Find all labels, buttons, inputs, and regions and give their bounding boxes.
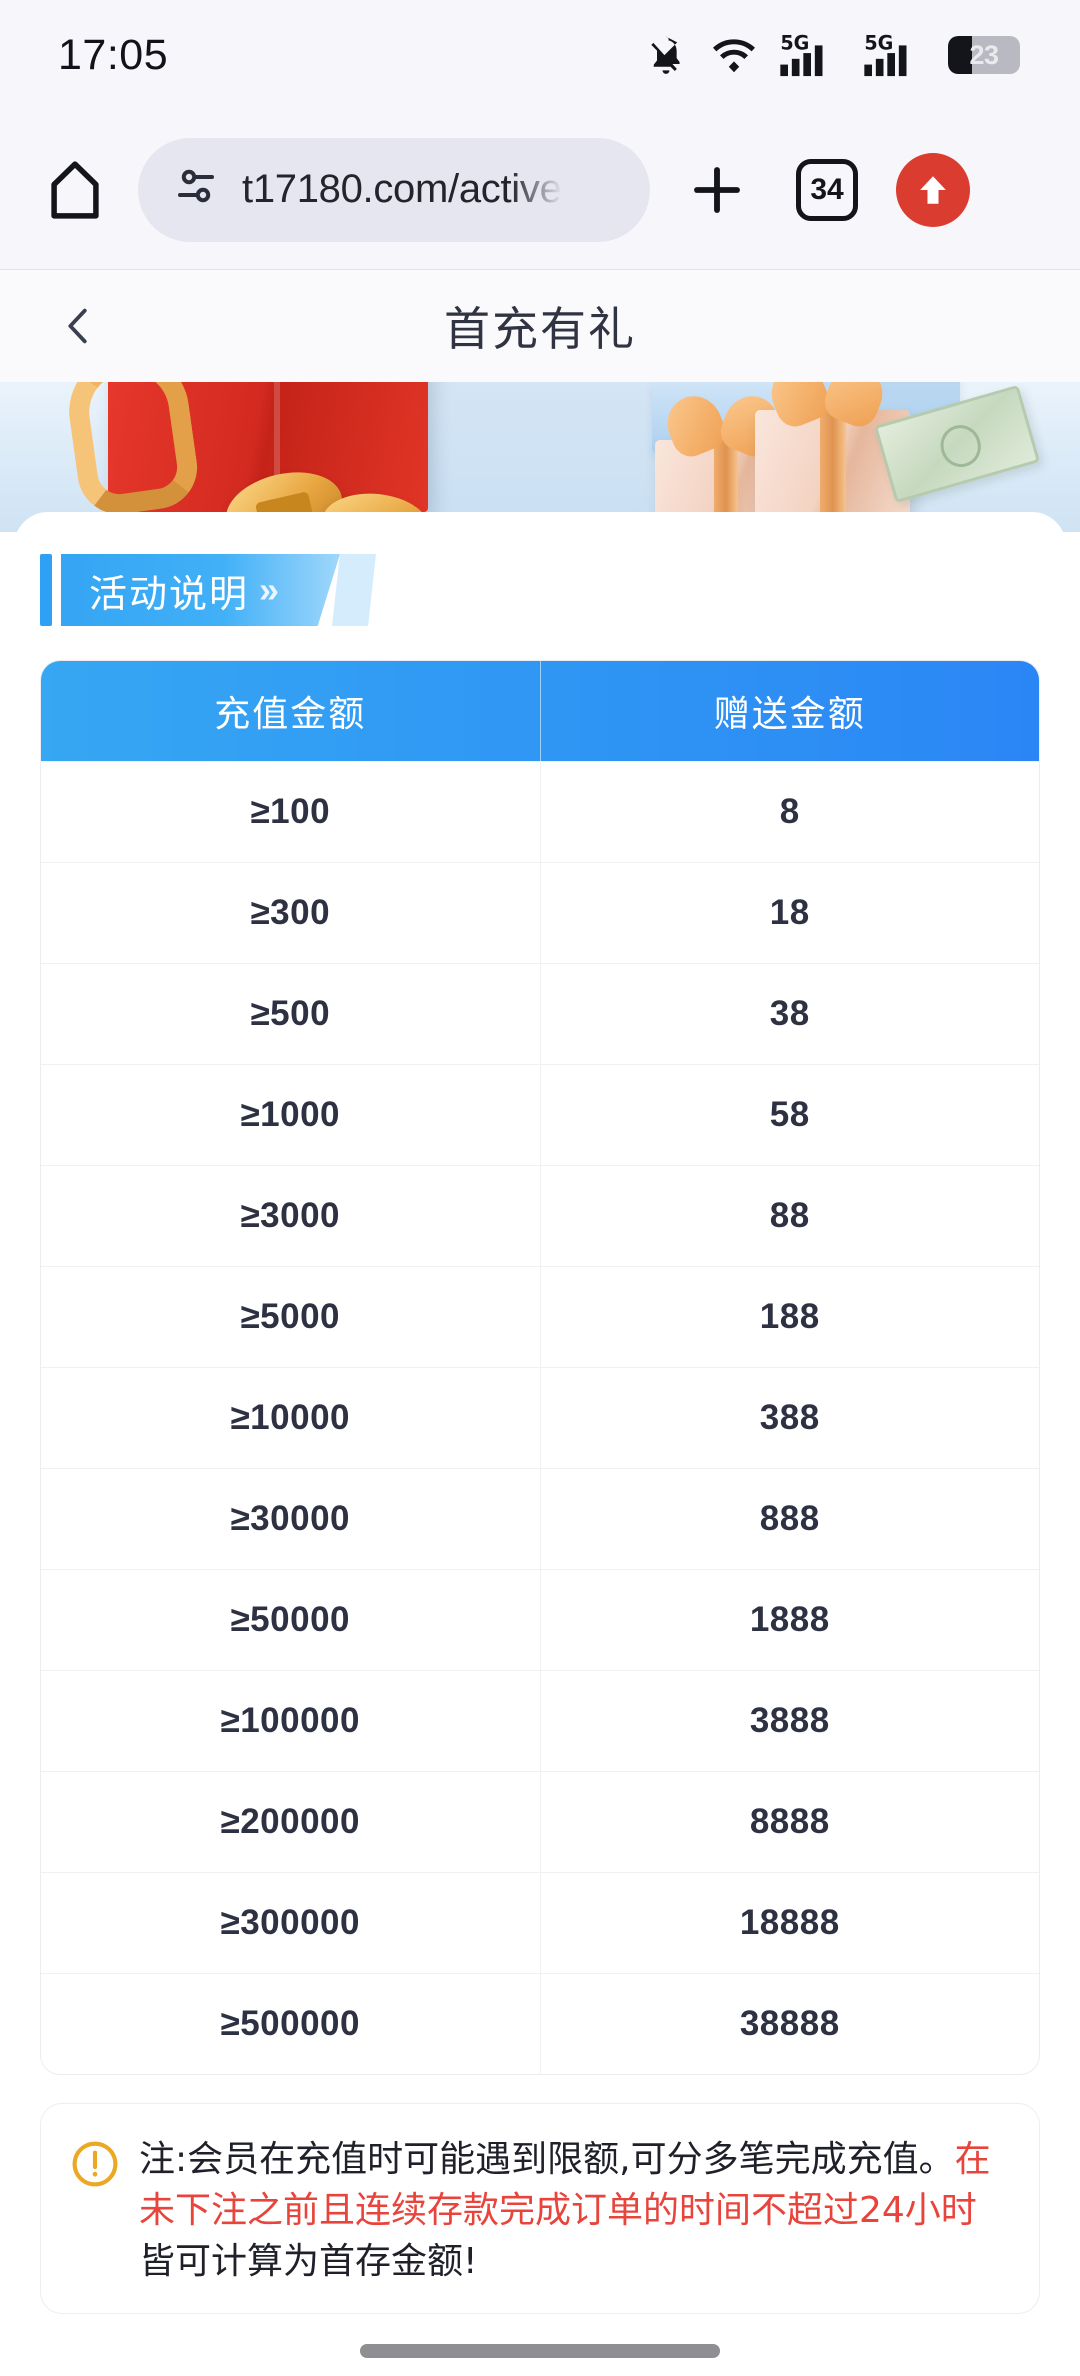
page-title: 首充有礼 [444,302,636,356]
table-row: ≥3000 88 [41,1165,1039,1266]
cell-deposit: ≥30000 [41,1469,541,1569]
table-row: ≥200000 8888 [41,1771,1039,1872]
cell-deposit: ≥5000 [41,1267,541,1367]
section-tag: 活动说明 » [40,554,376,626]
content-card: 活动说明 » 充值金额 赠送金额 ≥100 8 ≥300 18 ≥500 38 ≥10… [14,512,1066,2376]
signal-5g-icon: 5G [864,32,926,78]
table-header-row: 充值金额 赠送金额 [41,661,1039,761]
cell-bonus: 3888 [749,1701,830,1740]
table-header-deposit: 充值金额 [41,661,541,761]
cell-deposit: ≥300 [41,863,541,963]
table-row: ≥100 8 [41,761,1039,862]
cell-deposit: ≥10000 [41,1368,541,1468]
wifi-icon [710,33,758,77]
cell-bonus: 188 [759,1297,820,1336]
cell-bonus: 58 [769,1095,810,1134]
cell-bonus: 388 [759,1398,820,1437]
battery-icon: 23 [948,36,1020,74]
status-bar: 17:05 5G [0,0,1080,110]
table-row: ≥50000 1888 [41,1569,1039,1670]
home-button[interactable] [38,157,112,223]
promo-banner [0,382,1080,532]
cell-bonus: 8 [779,792,800,831]
cell-deposit: ≥100000 [41,1671,541,1771]
cell-deposit: ≥1000 [41,1065,541,1165]
site-settings-icon[interactable] [172,163,220,216]
chevron-left-icon [68,308,87,344]
section-tag-body: 活动说明 » [61,554,340,626]
table-row: ≥10000 388 [41,1367,1039,1468]
cell-bonus: 18 [769,893,810,932]
section-tag-tail [332,554,376,626]
table-row: ≥500 38 [41,963,1039,1064]
cell-deposit: ≥100 [41,762,541,862]
note-text: 注:会员在充值时可能遇到限额,可分多笔完成充值。在未下注之前且连续存款完成订单的… [139,2134,1011,2287]
cell-deposit: ≥500 [41,964,541,1064]
note-box: 注:会员在充值时可能遇到限额,可分多笔完成充值。在未下注之前且连续存款完成订单的… [40,2103,1040,2315]
double-chevron-right-icon: » [259,569,279,610]
cell-deposit: ≥200000 [41,1772,541,1872]
warning-circle-icon [69,2138,121,2190]
status-time: 17:05 [58,30,169,79]
note-line-1: 注:会员在充值时可能遇到限额,可分多笔完成充值。 [139,2139,955,2180]
tab-count[interactable]: 34 [796,158,858,221]
cell-deposit: ≥500000 [41,1974,541,2074]
table-header-bonus: 赠送金额 [713,694,866,735]
url-bar[interactable]: t17180.com/active [138,137,650,242]
tab-switcher-button[interactable]: 34 [784,158,870,221]
cell-bonus: 88 [769,1196,810,1235]
status-icons: 5G 5G 23 [644,32,1020,78]
signal-5g-icon: 5G [780,32,842,78]
cell-bonus: 38 [769,994,810,1033]
cell-deposit: ≥50000 [41,1570,541,1670]
table-row: ≥300000 18888 [41,1872,1039,1973]
back-button[interactable] [38,286,118,366]
cell-bonus: 1888 [749,1600,830,1639]
cell-bonus: 888 [759,1499,820,1538]
note-line-2: 皆可计算为首存金额! [139,2241,478,2283]
svg-text:5G: 5G [780,32,809,54]
svg-text:5G: 5G [864,32,893,54]
table-row: ≥300 18 [41,862,1039,963]
bell-muted-icon [644,33,688,77]
url-text[interactable]: t17180.com/active [242,167,562,211]
cell-bonus: 8888 [749,1802,830,1841]
new-tab-button[interactable] [676,158,758,222]
arrow-up-icon [920,175,946,204]
update-button[interactable] [896,152,970,227]
note-line-red: 在未下注之前且连续存款完成订单的时间不超过24小时 [139,2139,991,2232]
browser-toolbar: t17180.com/active 34 [0,110,1080,270]
table-row: ≥100000 3888 [41,1670,1039,1771]
battery-percent: 23 [969,39,999,70]
cell-bonus: 38888 [739,2004,840,2043]
section-tag-bar [40,554,52,626]
page-content: 活动说明 » 充值金额 赠送金额 ≥100 8 ≥300 18 ≥500 38 ≥10… [0,382,1080,2376]
banner-ribbon [61,382,203,520]
table-row: ≥5000 188 [41,1266,1039,1367]
table-row: ≥1000 58 [41,1064,1039,1165]
cell-deposit: ≥3000 [41,1166,541,1266]
cell-bonus: 18888 [739,1903,840,1942]
section-tag-label: 活动说明 [89,571,250,616]
banner-bow [763,382,891,433]
home-indicator [14,2344,1066,2358]
cell-deposit: ≥300000 [41,1873,541,1973]
bonus-table: 充值金额 赠送金额 ≥100 8 ≥300 18 ≥500 38 ≥1000 58 ≥3… [40,660,1040,2075]
table-row: ≥30000 888 [41,1468,1039,1569]
page-header: 首充有礼 [0,270,1080,382]
table-row: ≥500000 38888 [41,1973,1039,2074]
